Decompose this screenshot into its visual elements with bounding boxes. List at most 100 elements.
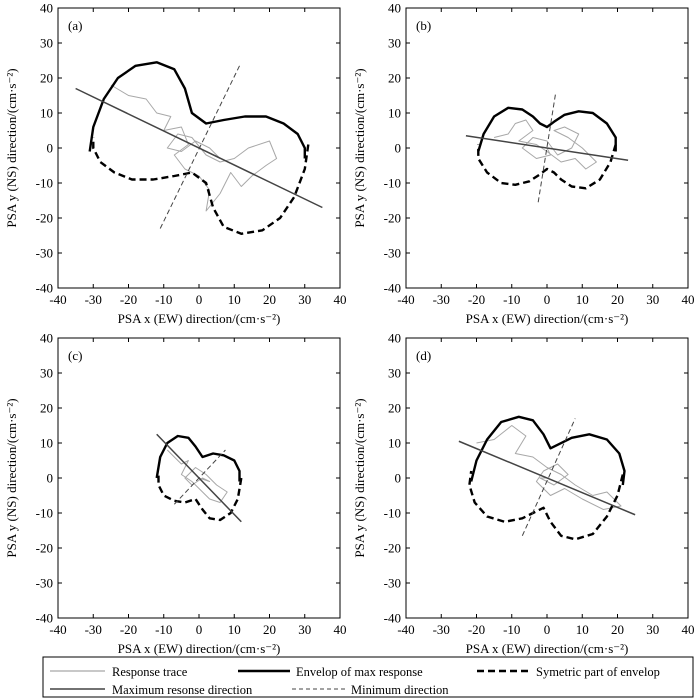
panel-label: (b) xyxy=(416,18,431,33)
x-tick-label: -30 xyxy=(433,292,450,307)
y-tick-label: -20 xyxy=(36,541,53,556)
legend-label-symmetric: Symetric part of envelop xyxy=(536,665,660,679)
envelope-symmetric-part xyxy=(468,470,624,541)
min-direction-line xyxy=(159,65,240,229)
y-tick-label: -40 xyxy=(36,281,53,296)
x-tick-label: -20 xyxy=(120,292,137,307)
max-response-direction-line xyxy=(465,135,629,161)
y-tick-label: 20 xyxy=(388,71,401,86)
y-tick-label: 10 xyxy=(388,106,401,121)
x-tick-label: -10 xyxy=(155,292,172,307)
x-tick-label: -20 xyxy=(120,622,137,637)
response-trace xyxy=(476,425,622,510)
y-axis-label: PSA y (NS) direction/(cm·s⁻²) xyxy=(4,398,19,557)
x-tick-label: 0 xyxy=(544,622,551,637)
x-tick-label: -10 xyxy=(503,292,520,307)
envelope-symmetric-part xyxy=(477,144,617,190)
legend-label-min-direction: Minimum direction xyxy=(351,683,449,697)
x-axis-label: PSA x (EW) direction/(cm·s⁻²) xyxy=(118,641,281,656)
envelope-max-response xyxy=(88,61,306,159)
response-trace xyxy=(110,84,278,212)
x-tick-label: -40 xyxy=(49,622,66,637)
x-tick-label: 40 xyxy=(334,292,347,307)
min-direction-line xyxy=(521,418,576,536)
legend-label-envelope: Envelop of max response xyxy=(296,665,423,679)
x-tick-label: 40 xyxy=(682,292,695,307)
x-tick-label: 20 xyxy=(611,622,624,637)
x-tick-label: -10 xyxy=(503,622,520,637)
x-tick-label: 30 xyxy=(646,622,659,637)
y-tick-label: 20 xyxy=(40,71,53,86)
y-tick-label: 30 xyxy=(40,36,53,51)
y-tick-label: 40 xyxy=(40,331,53,346)
legend-box xyxy=(42,656,694,698)
x-tick-label: -20 xyxy=(468,622,485,637)
x-tick-label: -30 xyxy=(433,622,450,637)
panel-label: (c) xyxy=(68,348,82,363)
x-tick-label: 10 xyxy=(228,622,241,637)
x-tick-label: -40 xyxy=(49,292,66,307)
min-direction-line xyxy=(173,449,226,505)
y-tick-label: 10 xyxy=(40,106,53,121)
panel-label: (d) xyxy=(416,348,431,363)
y-tick-label: -40 xyxy=(36,611,53,626)
y-axis-label: PSA y (NS) direction/(cm·s⁻²) xyxy=(352,398,367,557)
x-axis-label: PSA x (EW) direction/(cm·s⁻²) xyxy=(118,311,281,326)
x-tick-label: 0 xyxy=(196,622,203,637)
y-tick-label: -10 xyxy=(36,176,53,191)
y-tick-label: 0 xyxy=(395,471,402,486)
y-tick-label: 40 xyxy=(388,1,401,16)
y-tick-label: -30 xyxy=(36,576,53,591)
x-tick-label: 40 xyxy=(334,622,347,637)
y-axis-label: PSA y (NS) direction/(cm·s⁻²) xyxy=(352,68,367,227)
chart-panel-3: -40 -30 -20 -10 0 10 20 30 40 -40 -30 -20 -10 0 10 20 30… xyxy=(4,331,347,657)
x-tick-label: 0 xyxy=(544,292,551,307)
y-tick-label: 0 xyxy=(47,471,54,486)
x-tick-label: -20 xyxy=(468,292,485,307)
y-tick-label: 20 xyxy=(388,401,401,416)
chart-panel-1: -40 -30 -20 -10 0 10 20 30 40 -40 -30 -20 -10 0 10 20 30… xyxy=(4,1,347,327)
x-tick-label: 30 xyxy=(298,622,311,637)
legend: Response trace Envelop of max response S… xyxy=(42,656,694,698)
chart-panel-2: -40 -30 -20 -10 0 10 20 30 40 -40 -30 -20 -10 0 10 20 30… xyxy=(352,1,695,327)
legend-label-trace: Response trace xyxy=(112,665,188,679)
y-tick-label: -30 xyxy=(384,576,401,591)
envelope-symmetric-part xyxy=(157,474,243,522)
y-tick-label: 10 xyxy=(388,436,401,451)
x-tick-label: 20 xyxy=(611,292,624,307)
envelope-symmetric-part xyxy=(92,137,310,235)
y-tick-label: -40 xyxy=(384,611,401,626)
x-tick-label: 0 xyxy=(196,292,203,307)
x-tick-label: -40 xyxy=(397,292,414,307)
y-tick-label: -30 xyxy=(36,246,53,261)
y-tick-label: -20 xyxy=(384,541,401,556)
y-tick-label: 30 xyxy=(388,366,401,381)
x-tick-label: 10 xyxy=(228,292,241,307)
y-tick-label: -10 xyxy=(384,176,401,191)
x-tick-label: 20 xyxy=(263,622,276,637)
x-tick-label: 40 xyxy=(682,622,695,637)
response-trace xyxy=(493,119,597,170)
y-tick-label: 40 xyxy=(40,1,53,16)
y-tick-label: 40 xyxy=(388,331,401,346)
max-response-direction-line xyxy=(458,440,636,516)
y-tick-label: 30 xyxy=(40,366,53,381)
y-tick-label: -10 xyxy=(36,506,53,521)
y-tick-label: -20 xyxy=(36,211,53,226)
y-tick-label: 0 xyxy=(47,141,54,156)
min-direction-line xyxy=(537,91,557,203)
x-tick-label: -10 xyxy=(155,622,172,637)
chart-panel-4: -40 -30 -20 -10 0 10 20 30 40 -40 -30 -20 -10 0 10 20 30… xyxy=(352,331,695,657)
x-tick-label: -40 xyxy=(397,622,414,637)
y-tick-label: -20 xyxy=(384,211,401,226)
x-axis-label: PSA x (EW) direction/(cm·s⁻²) xyxy=(466,641,629,656)
y-tick-label: -40 xyxy=(384,281,401,296)
x-tick-label: 30 xyxy=(646,292,659,307)
y-tick-label: 10 xyxy=(40,436,53,451)
y-tick-label: 0 xyxy=(395,141,402,156)
y-tick-label: 20 xyxy=(40,401,53,416)
x-tick-label: -30 xyxy=(85,622,102,637)
y-tick-label: -10 xyxy=(384,506,401,521)
x-tick-label: 30 xyxy=(298,292,311,307)
